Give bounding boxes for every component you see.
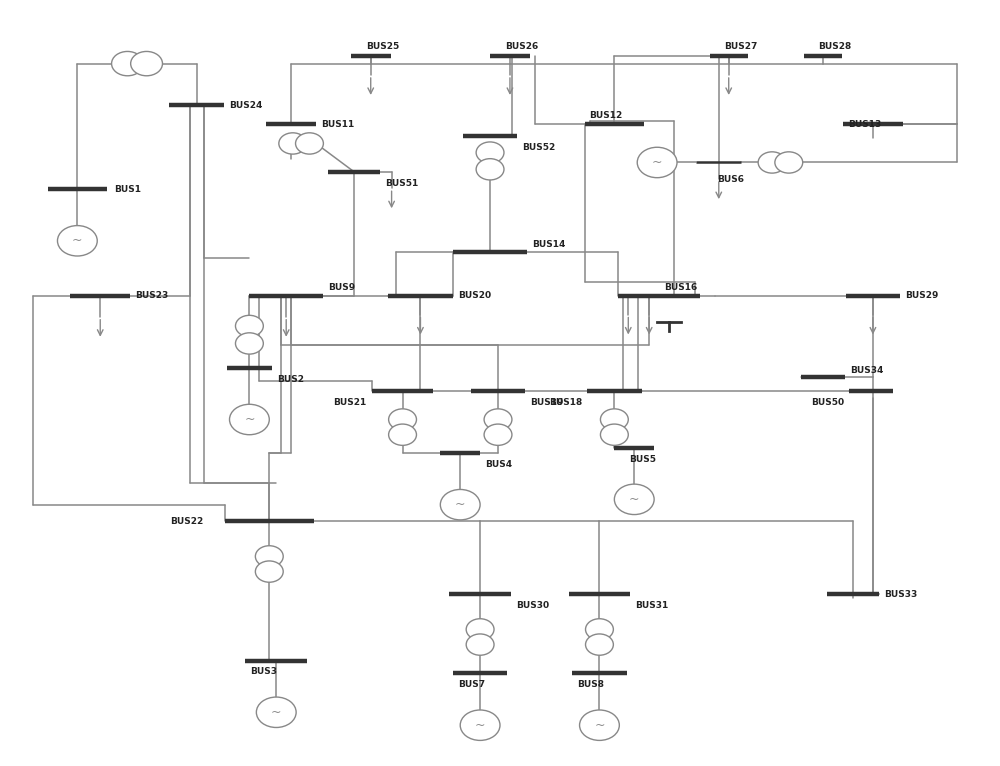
Text: BUS52: BUS52 [522, 142, 556, 152]
Text: BUS16: BUS16 [664, 283, 697, 293]
Circle shape [586, 619, 613, 640]
Text: BUS27: BUS27 [724, 42, 757, 51]
Circle shape [484, 409, 512, 430]
Text: BUS3: BUS3 [250, 667, 277, 676]
Text: BUS30: BUS30 [516, 601, 549, 611]
Text: BUS14: BUS14 [532, 240, 566, 249]
Circle shape [230, 404, 269, 435]
Circle shape [586, 634, 613, 655]
Text: BUS22: BUS22 [170, 517, 203, 526]
Circle shape [440, 489, 480, 520]
Circle shape [255, 561, 283, 582]
Circle shape [57, 226, 97, 256]
Circle shape [256, 697, 296, 728]
Circle shape [466, 619, 494, 640]
Circle shape [476, 142, 504, 163]
Text: BUS33: BUS33 [884, 590, 917, 599]
Circle shape [775, 152, 803, 173]
Circle shape [389, 424, 416, 445]
Text: ~: ~ [244, 413, 255, 426]
Text: BUS13: BUS13 [848, 120, 881, 129]
Text: BUS34: BUS34 [850, 366, 883, 375]
Circle shape [600, 409, 628, 430]
Text: BUS26: BUS26 [505, 42, 538, 51]
Text: BUS20: BUS20 [458, 291, 491, 300]
Circle shape [466, 634, 494, 655]
Text: BUS51: BUS51 [385, 178, 418, 188]
Text: BUS5: BUS5 [629, 454, 656, 463]
Text: BUS12: BUS12 [590, 111, 623, 119]
Circle shape [484, 424, 512, 445]
Text: BUS29: BUS29 [905, 291, 939, 300]
Circle shape [279, 133, 307, 154]
Text: BUS19: BUS19 [530, 398, 564, 407]
Circle shape [600, 424, 628, 445]
Circle shape [614, 484, 654, 515]
Text: ~: ~ [629, 493, 640, 506]
Text: ~: ~ [271, 705, 282, 719]
Text: BUS8: BUS8 [577, 680, 604, 689]
Text: ~: ~ [455, 498, 465, 511]
Text: BUS11: BUS11 [321, 120, 354, 129]
Text: ~: ~ [475, 719, 485, 732]
Text: BUS25: BUS25 [366, 42, 399, 51]
Text: BUS9: BUS9 [328, 283, 356, 293]
Circle shape [112, 51, 143, 76]
Text: BUS18: BUS18 [549, 398, 582, 407]
Circle shape [580, 710, 619, 741]
Text: ~: ~ [72, 234, 83, 247]
Text: BUS2: BUS2 [277, 375, 304, 384]
Circle shape [235, 316, 263, 336]
Circle shape [235, 332, 263, 354]
Circle shape [131, 51, 162, 76]
Text: BUS24: BUS24 [229, 101, 262, 110]
Text: BUS6: BUS6 [717, 175, 744, 184]
Text: BUS50: BUS50 [811, 398, 844, 407]
Text: BUS21: BUS21 [333, 398, 367, 407]
Circle shape [296, 133, 323, 154]
Text: BUS31: BUS31 [635, 601, 668, 611]
Circle shape [460, 710, 500, 741]
Text: BUS7: BUS7 [458, 680, 485, 689]
Circle shape [255, 545, 283, 567]
Circle shape [476, 159, 504, 180]
Text: BUS1: BUS1 [114, 185, 141, 194]
Circle shape [758, 152, 786, 173]
Circle shape [389, 409, 416, 430]
Text: BUS4: BUS4 [485, 460, 512, 469]
Text: BUS28: BUS28 [818, 42, 851, 51]
Text: ~: ~ [594, 719, 605, 732]
Text: ~: ~ [652, 156, 662, 169]
Circle shape [637, 147, 677, 178]
Text: BUS23: BUS23 [135, 291, 168, 300]
